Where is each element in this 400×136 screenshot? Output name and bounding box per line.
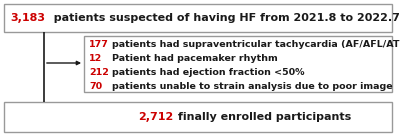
Text: finally enrolled participants: finally enrolled participants [174,112,351,122]
Text: patients suspected of having HF from 2021.8 to 2022.7: patients suspected of having HF from 202… [46,13,400,23]
Text: 177: 177 [89,40,109,49]
Text: 12: 12 [89,54,102,63]
Text: patients had ejection fraction <50%: patients had ejection fraction <50% [112,68,304,77]
Text: Patient had pacemaker rhythm: Patient had pacemaker rhythm [112,54,278,63]
Text: patients had supraventricular tachycardia (AF/AFL/AT): patients had supraventricular tachycardi… [112,40,400,49]
Text: 212: 212 [89,68,109,77]
Text: 2,712: 2,712 [138,112,173,122]
Text: patients unable to strain analysis due to poor image: patients unable to strain analysis due t… [112,82,393,91]
Text: 3,183: 3,183 [10,13,45,23]
Bar [84,36,392,92]
Bar [4,102,392,132]
Bar [4,4,392,32]
Text: 70: 70 [89,82,102,91]
